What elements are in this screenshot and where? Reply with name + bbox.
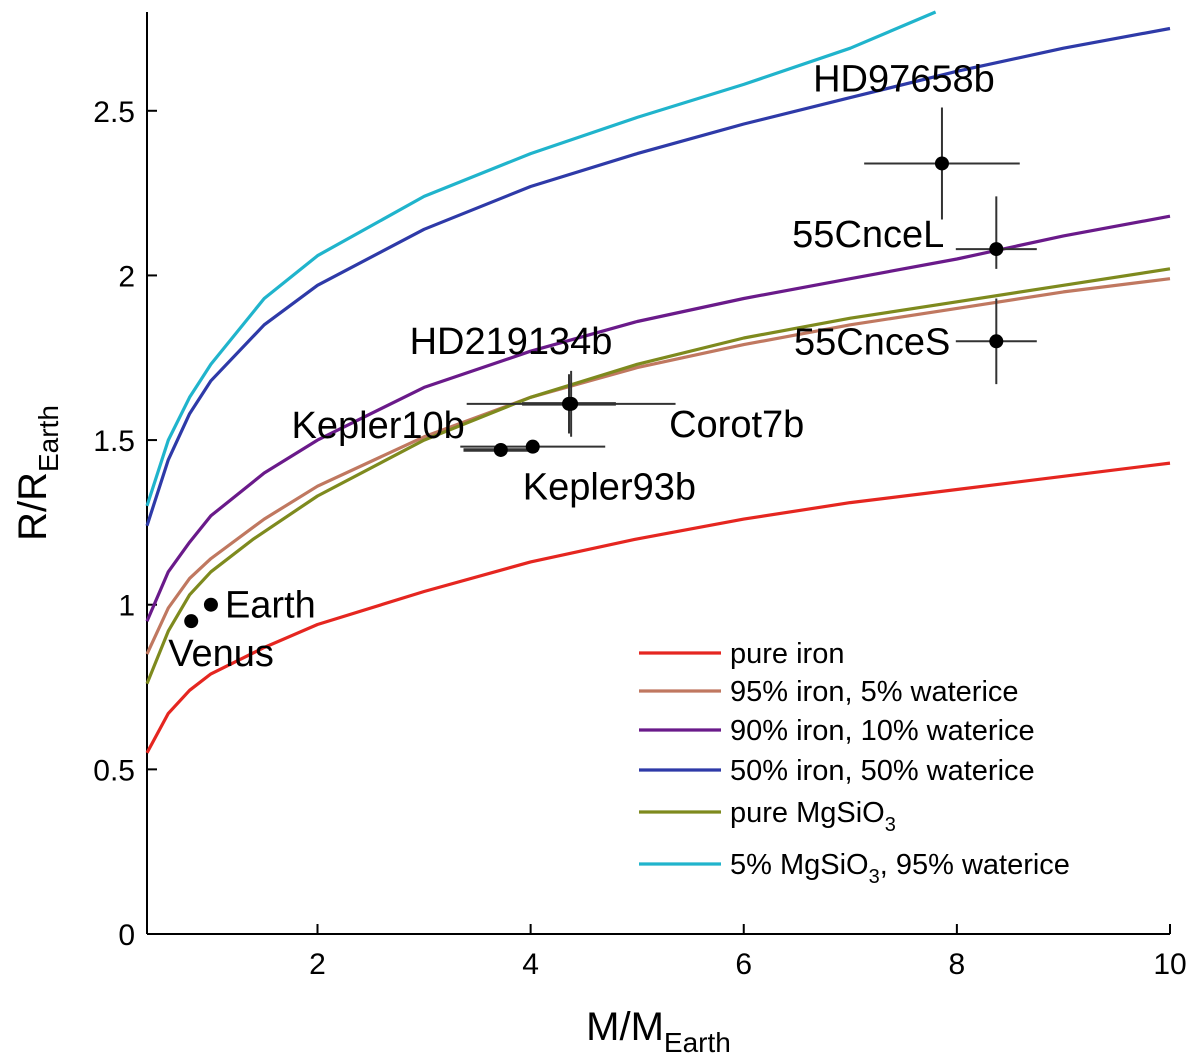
model-curves [145,10,1171,754]
point-label: Corot7b [669,404,804,446]
legend-label: pure MgSiO3 [730,797,896,836]
series-line-5 [145,10,937,507]
legend: pure iron 95% iron, 5% waterice 90% iron, … [639,638,1070,888]
legend-label: 95% iron, 5% waterice [730,676,1019,708]
legend-label: pure iron [730,638,844,670]
y-axis-label: R/REarth [11,405,64,541]
series-line-2 [145,214,1171,622]
data-point [525,439,540,454]
y-tick-label: 0.5 [93,754,135,787]
x-tick-label: 10 [1153,948,1186,981]
x-tick-label: 4 [522,948,539,981]
series-line-4 [145,267,1171,685]
point-label: HD97658b [813,58,995,100]
axes: 2 4 6 8 10 0 0.5 1 1.5 2 2.5 M/MEarth R/REarth [11,12,1187,1058]
y-tick-label: 2 [118,260,135,293]
series-line-3 [145,26,1171,527]
x-axis-label: M/MEarth [586,1005,731,1058]
point-label: HD219134b [410,321,613,363]
point-label: 55CnceS [794,321,950,363]
planet-points: HD97658b 55CnceL 55CnceS HD219134b Corot7b Ke… [168,58,1037,675]
y-tick-label: 1.5 [93,425,135,458]
data-point [989,334,1004,349]
data-point [203,597,218,612]
point-label: Venus [168,633,274,675]
y-tick-label: 0 [118,919,135,952]
point-label: Kepler93b [523,467,696,509]
data-point [564,396,579,411]
point-label: Earth [225,585,316,627]
legend-label: 5% MgSiO3, 95% waterice [730,849,1070,888]
x-tick-label: 8 [949,948,966,981]
legend-label: 50% iron, 50% waterice [730,755,1035,787]
data-point [989,242,1004,257]
data-point [184,614,199,629]
point-label: Kepler10b [292,405,465,447]
y-tick-label: 1 [118,590,135,623]
legend-label: 90% iron, 10% waterice [730,715,1035,747]
data-point [493,442,508,457]
data-point [934,156,949,171]
x-tick-label: 6 [735,948,752,981]
x-tick-label: 2 [309,948,326,981]
y-tick-label: 2.5 [93,96,135,129]
series-line-0 [145,461,1171,754]
point-label: 55CnceL [792,214,944,256]
